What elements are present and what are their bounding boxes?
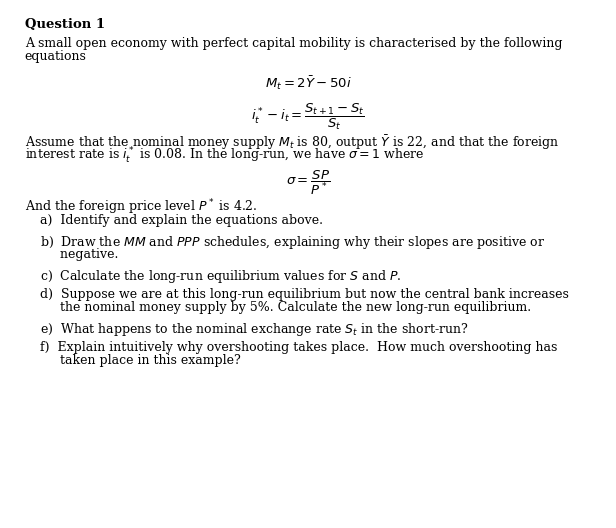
Text: Assume that the nominal money supply $M_t$ is 80, output $\bar{Y}$ is 22, and th: Assume that the nominal money supply $M_…	[25, 133, 559, 152]
Text: A small open economy with perfect capital mobility is characterised by the follo: A small open economy with perfect capita…	[25, 37, 562, 50]
Text: Question 1: Question 1	[25, 18, 105, 32]
Text: interest rate is $i_t^*$ is 0.08. In the long-run, we have $\sigma = 1$ where: interest rate is $i_t^*$ is 0.08. In the…	[25, 146, 424, 166]
Text: e)  What happens to the nominal exchange rate $S_t$ in the short-run?: e) What happens to the nominal exchange …	[40, 321, 469, 338]
Text: equations: equations	[25, 50, 86, 63]
Text: taken place in this example?: taken place in this example?	[40, 354, 241, 367]
Text: $i_t^* - i_t = \dfrac{S_{t+1} - S_t}{S_t}$: $i_t^* - i_t = \dfrac{S_{t+1} - S_t}{S_t…	[251, 101, 365, 131]
Text: $M_t = 2\bar{Y} - 50i$: $M_t = 2\bar{Y} - 50i$	[264, 74, 352, 92]
Text: d)  Suppose we are at this long-run equilibrium but now the central bank increas: d) Suppose we are at this long-run equil…	[40, 288, 569, 301]
Text: b)  Draw the $MM$ and $PPP$ schedules, explaining why their slopes are positive : b) Draw the $MM$ and $PPP$ schedules, ex…	[40, 234, 545, 251]
Text: f)  Explain intuitively why overshooting takes place.  How much overshooting has: f) Explain intuitively why overshooting …	[40, 341, 557, 354]
Text: the nominal money supply by 5%. Calculate the new long-run equilibrium.: the nominal money supply by 5%. Calculat…	[40, 301, 531, 314]
Text: $\sigma = \dfrac{SP}{P^*}$: $\sigma = \dfrac{SP}{P^*}$	[286, 169, 330, 197]
Text: c)  Calculate the long-run equilibrium values for $S$ and $P$.: c) Calculate the long-run equilibrium va…	[40, 268, 402, 285]
Text: negative.: negative.	[40, 248, 118, 261]
Text: a)  Identify and explain the equations above.: a) Identify and explain the equations ab…	[40, 214, 323, 228]
Text: And the foreign price level $P^*$ is 4.2.: And the foreign price level $P^*$ is 4.2…	[25, 197, 257, 216]
